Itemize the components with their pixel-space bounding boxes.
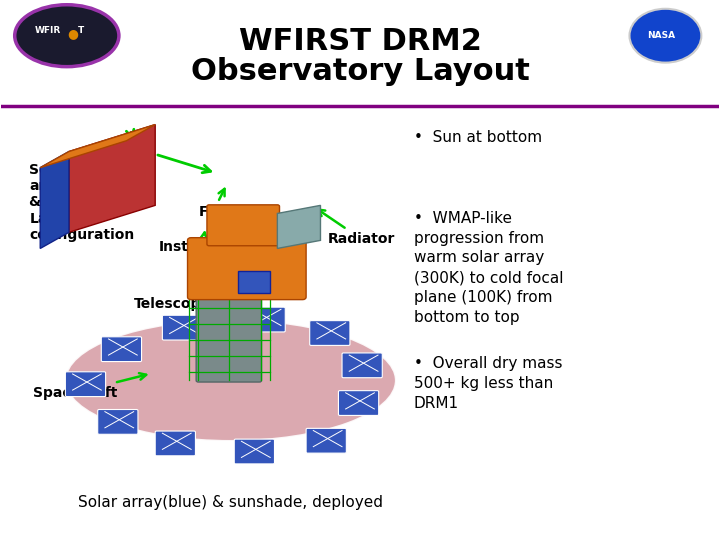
Text: •  Sun at bottom: • Sun at bottom bbox=[414, 130, 542, 145]
Bar bbox=[238, 271, 270, 293]
FancyBboxPatch shape bbox=[234, 439, 274, 464]
Text: Spacecraft: Spacecraft bbox=[33, 373, 146, 400]
Text: Radiator: Radiator bbox=[318, 210, 395, 246]
FancyBboxPatch shape bbox=[245, 307, 285, 332]
FancyBboxPatch shape bbox=[98, 409, 138, 434]
Text: WFIR: WFIR bbox=[35, 26, 61, 35]
Polygon shape bbox=[40, 152, 69, 248]
FancyBboxPatch shape bbox=[66, 372, 106, 396]
Ellipse shape bbox=[66, 320, 396, 441]
Polygon shape bbox=[40, 125, 156, 167]
Text: •  Overall dry mass
500+ kg less than
DRM1: • Overall dry mass 500+ kg less than DRM… bbox=[414, 356, 562, 411]
FancyBboxPatch shape bbox=[342, 353, 382, 377]
Ellipse shape bbox=[629, 9, 701, 63]
FancyBboxPatch shape bbox=[196, 293, 261, 382]
FancyBboxPatch shape bbox=[338, 390, 379, 415]
FancyBboxPatch shape bbox=[306, 428, 346, 453]
FancyBboxPatch shape bbox=[102, 337, 142, 362]
Text: FPA: FPA bbox=[198, 189, 228, 219]
FancyBboxPatch shape bbox=[187, 238, 306, 300]
FancyBboxPatch shape bbox=[207, 205, 279, 246]
Text: Telescope: Telescope bbox=[134, 290, 210, 310]
Text: •  WMAP-like
progression from
warm solar array
(300K) to cold focal
plane (100K): • WMAP-like progression from warm solar … bbox=[414, 211, 563, 325]
FancyBboxPatch shape bbox=[156, 431, 195, 456]
Polygon shape bbox=[277, 205, 320, 248]
Text: Solar array(blue) & sunshade, deployed: Solar array(blue) & sunshade, deployed bbox=[78, 495, 383, 510]
Ellipse shape bbox=[14, 5, 119, 66]
Text: Solar
array(blue)
& sunshade
Launch
configuration: Solar array(blue) & sunshade Launch conf… bbox=[30, 163, 135, 242]
FancyBboxPatch shape bbox=[163, 315, 202, 340]
Text: NASA: NASA bbox=[647, 31, 675, 40]
Text: WFIRST DRM2: WFIRST DRM2 bbox=[238, 26, 482, 56]
Text: T: T bbox=[78, 26, 84, 35]
Text: Observatory Layout: Observatory Layout bbox=[191, 57, 529, 86]
Polygon shape bbox=[69, 125, 156, 232]
Text: ●: ● bbox=[67, 27, 78, 40]
Text: Instrument: Instrument bbox=[159, 232, 246, 254]
FancyBboxPatch shape bbox=[310, 321, 350, 346]
